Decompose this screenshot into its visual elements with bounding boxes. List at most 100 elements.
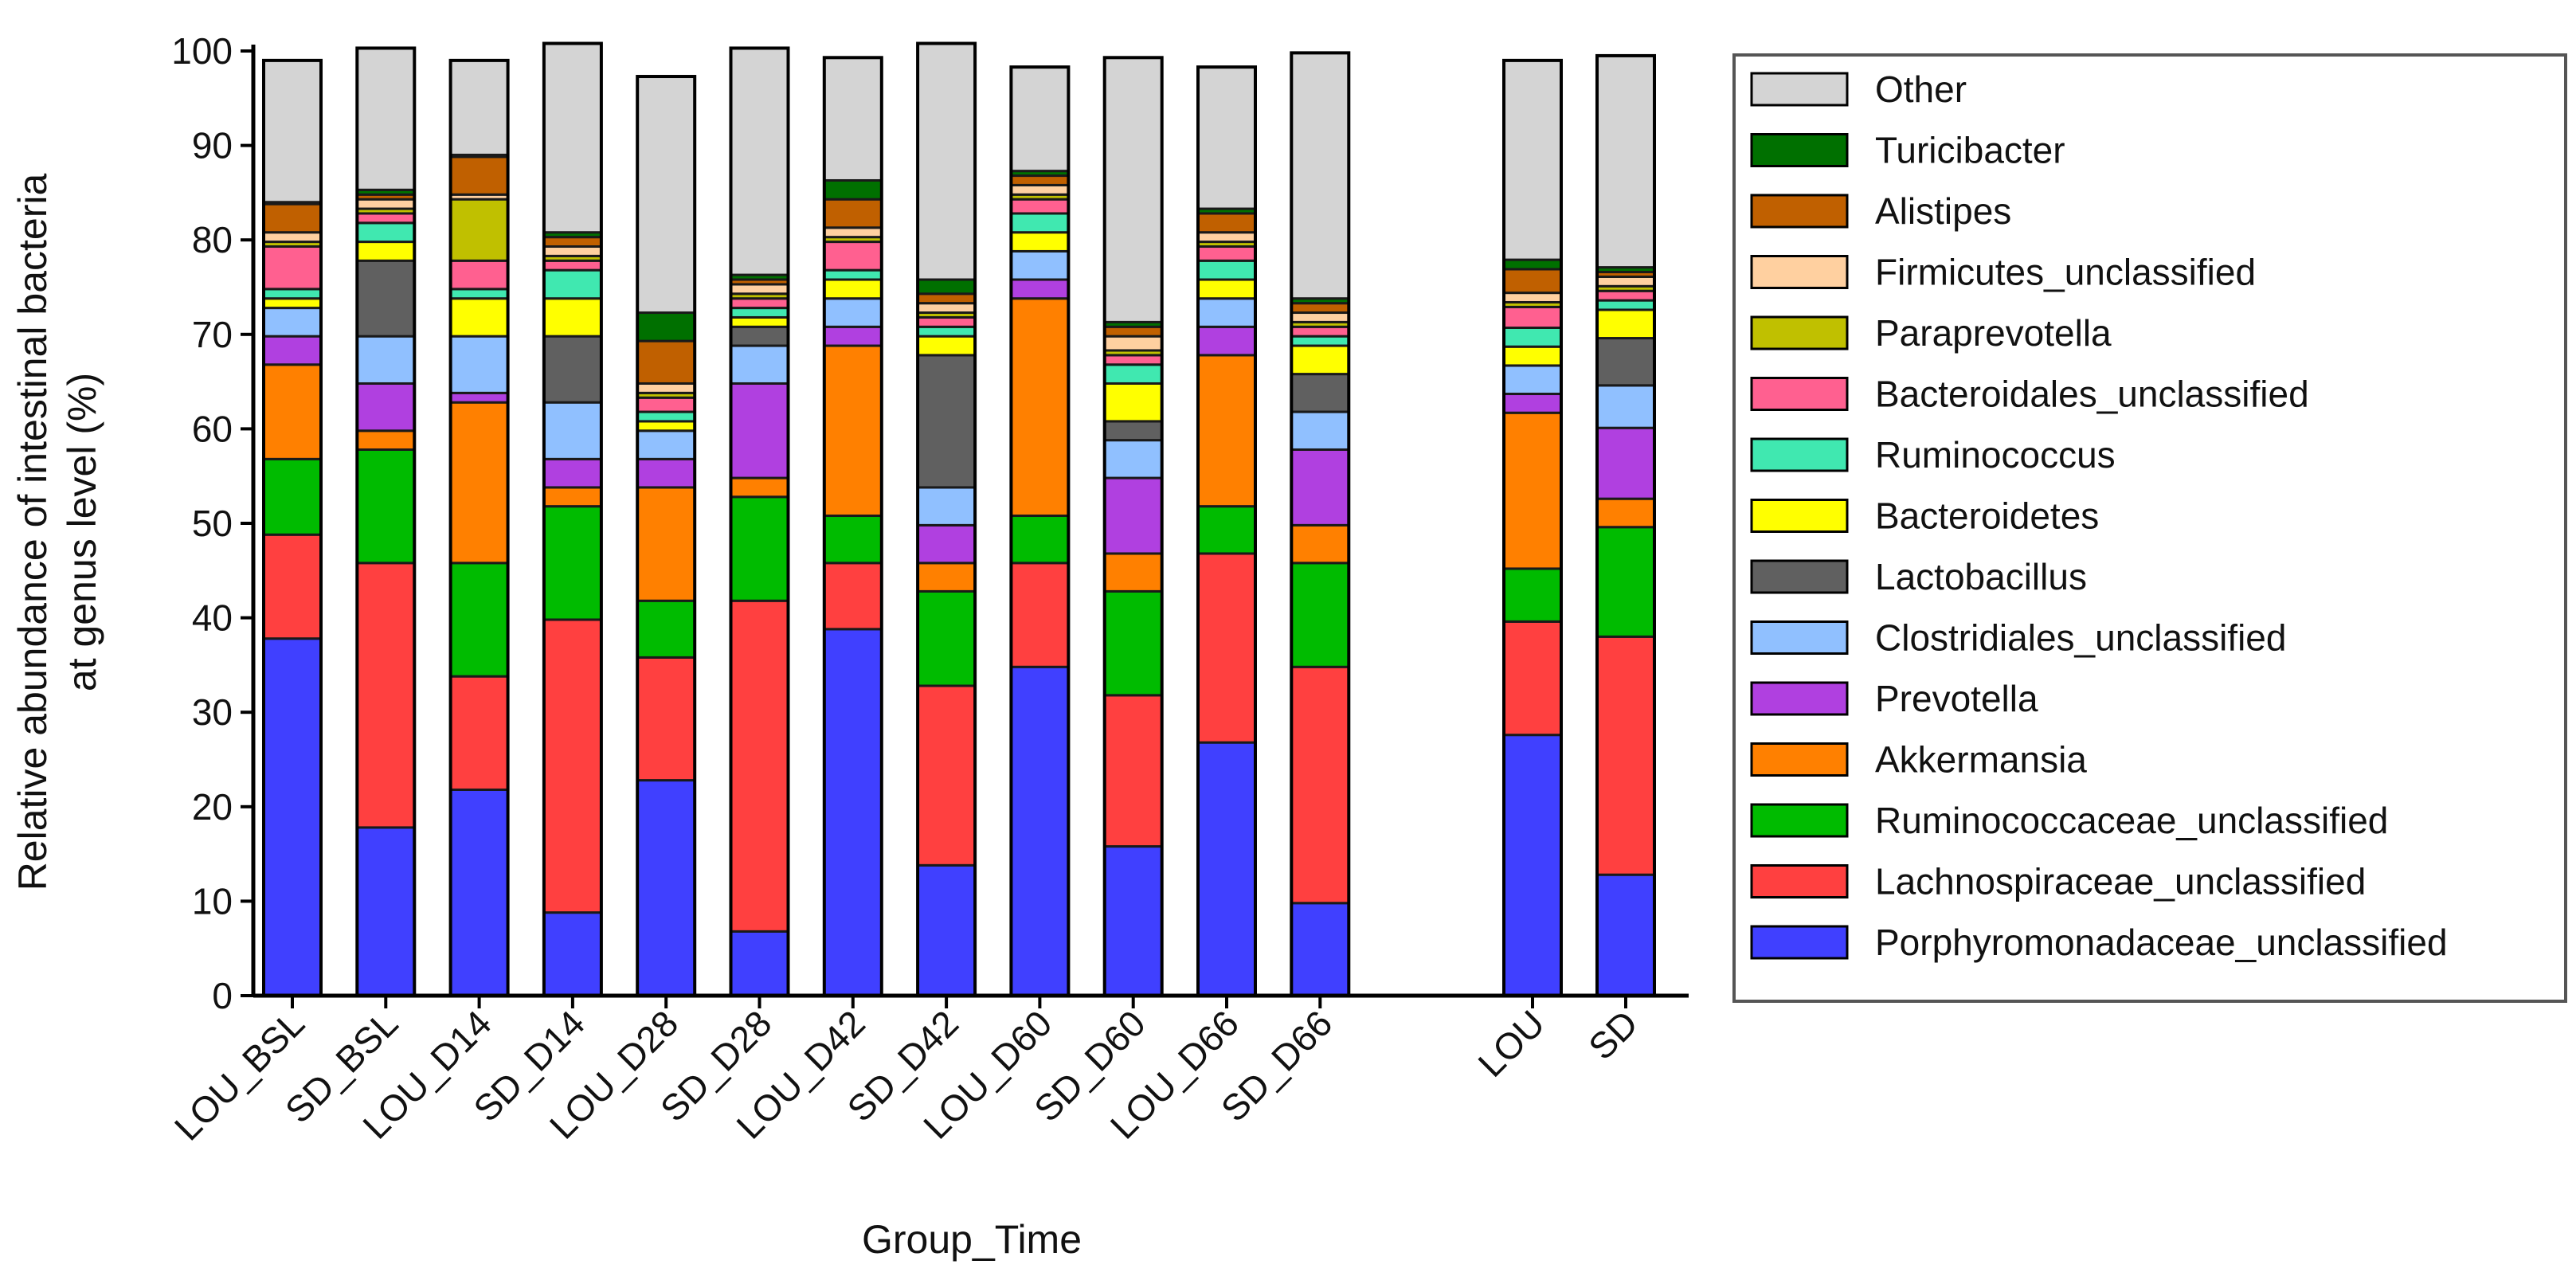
segment-sd-d28-other bbox=[730, 46, 789, 276]
legend-label-firmicutes-unclassified: Firmicutes_unclassified bbox=[1875, 252, 2256, 293]
legend-swatch-firmicutes-unclassified bbox=[1750, 255, 1849, 289]
segment-lou-bsl-other bbox=[262, 59, 323, 204]
segment-sd-d66-alistipes bbox=[1290, 302, 1350, 315]
bar-sd-d28 bbox=[729, 46, 790, 997]
segment-lou-d66-akkermansia bbox=[1196, 354, 1257, 508]
legend-item-bacteroidetes: Bacteroidetes bbox=[1750, 495, 2099, 537]
segment-sd-d42-lactobacillus bbox=[916, 354, 977, 489]
segment-sd-d66-prevotella bbox=[1290, 448, 1350, 527]
legend-label-other: Other bbox=[1875, 69, 1967, 110]
segment-lou-d28-alistipes bbox=[636, 339, 696, 385]
segment-sd-d60-firmicutes-unclassified bbox=[1103, 335, 1164, 352]
segment-lou-d42-turicibacter bbox=[823, 178, 883, 201]
legend-label-alistipes: Alistipes bbox=[1875, 190, 2011, 232]
segment-lou-bsl-porphyromonadaceae-unclassified bbox=[262, 637, 323, 997]
segment-lou-d14-clostridiales-unclassified bbox=[449, 335, 510, 394]
segment-lou-d28-ruminococcus bbox=[636, 410, 696, 423]
segment-sd-d60-ruminococcus bbox=[1103, 363, 1164, 385]
segment-sd-d14-lactobacillus bbox=[542, 335, 603, 404]
bar-sd-d60 bbox=[1102, 56, 1164, 997]
y-axis-ticks: 0 10 20 30 40 50 60 70 80 90 100 bbox=[171, 30, 253, 1016]
segment-lou-d66-other bbox=[1196, 65, 1257, 210]
segment-lou-bsl-clostridiales-unclassified bbox=[262, 307, 323, 338]
segment-lou-d42-bacteroidetes bbox=[823, 278, 883, 300]
segment-lou-ruminococcaceae-unclassified bbox=[1502, 567, 1563, 623]
segment-sd-clostridiales-unclassified bbox=[1595, 384, 1656, 429]
legend-item-porphyromonadaceae-unclassified: Porphyromonadaceae_unclassified bbox=[1750, 922, 2448, 963]
segment-sd-d42-bacteroidetes bbox=[916, 335, 977, 357]
segment-sd-d14-clostridiales-unclassified bbox=[542, 401, 603, 460]
segment-sd-bsl-bacteroidales-unclassified bbox=[355, 212, 416, 225]
legend-item-paraprevotella: Paraprevotella bbox=[1750, 312, 2112, 354]
segment-sd-d14-lachnospiraceae-unclassified bbox=[542, 618, 603, 914]
legend-label-prevotella: Prevotella bbox=[1875, 678, 2038, 719]
segment-sd-bsl-clostridiales-unclassified bbox=[355, 335, 416, 385]
segment-lou-clostridiales-unclassified bbox=[1502, 364, 1563, 396]
segment-sd-d28-ruminococcaceae-unclassified bbox=[730, 495, 789, 602]
segment-lou-d14-bacteroidetes bbox=[449, 297, 510, 338]
segment-sd-d14-ruminococcaceae-unclassified bbox=[542, 505, 603, 621]
segment-lou-firmicutes-unclassified bbox=[1502, 292, 1563, 303]
segment-sd-d42-prevotella bbox=[916, 523, 977, 565]
segment-sd-d42-ruminococcaceae-unclassified bbox=[916, 589, 977, 687]
segment-sd-d60-akkermansia bbox=[1103, 552, 1164, 593]
segment-sd-bsl-akkermansia bbox=[355, 429, 416, 451]
segment-sd-ruminococcus bbox=[1595, 299, 1656, 311]
y-tick-label-70: 70 bbox=[192, 314, 233, 355]
segment-lou-d42-alistipes bbox=[823, 198, 883, 229]
segment-sd-d66-ruminococcaceae-unclassified bbox=[1290, 562, 1350, 668]
segment-sd-d60-other bbox=[1103, 56, 1164, 323]
legend-swatch-ruminococcaceae-unclassified bbox=[1750, 803, 1849, 838]
bar-lou-d28 bbox=[636, 75, 697, 998]
segment-sd-firmicutes-unclassified bbox=[1595, 275, 1656, 288]
segment-sd-d28-bacteroidales-unclassified bbox=[730, 297, 789, 310]
segment-lou-d66-clostridiales-unclassified bbox=[1196, 297, 1257, 328]
segment-sd-d42-akkermansia bbox=[916, 562, 977, 593]
segment-sd-other bbox=[1595, 54, 1656, 269]
y-tick-label-20: 20 bbox=[192, 786, 233, 828]
segment-lou-bsl-bacteroidales-unclassified bbox=[262, 245, 323, 291]
segment-sd-ruminococcaceae-unclassified bbox=[1595, 526, 1656, 638]
y-tick-label-100: 100 bbox=[171, 30, 233, 72]
segment-lou-d60-prevotella bbox=[1009, 278, 1070, 300]
segment-sd-d14-bacteroidetes bbox=[542, 297, 603, 338]
segment-lou-d60-bacteroidetes bbox=[1009, 231, 1070, 252]
segment-sd-d28-akkermansia bbox=[730, 476, 789, 499]
legend-item-prevotella: Prevotella bbox=[1750, 678, 2038, 719]
segment-sd-d66-firmicutes-unclassified bbox=[1290, 311, 1350, 323]
segment-lou-d60-akkermansia bbox=[1009, 297, 1070, 518]
y-tick-label-80: 80 bbox=[192, 219, 233, 260]
legend-swatch-turicibacter bbox=[1750, 133, 1849, 167]
legend-item-lactobacillus: Lactobacillus bbox=[1750, 556, 2087, 597]
segment-sd-d66-lachnospiraceae-unclassified bbox=[1290, 665, 1350, 905]
segment-lou-d42-prevotella bbox=[823, 325, 883, 347]
segment-lou-prevotella bbox=[1502, 393, 1563, 414]
segment-lou-akkermansia bbox=[1502, 411, 1563, 570]
segment-sd-d42-clostridiales-unclassified bbox=[916, 486, 977, 527]
segment-lou-d42-akkermansia bbox=[823, 344, 883, 518]
segment-sd-lachnospiraceae-unclassified bbox=[1595, 635, 1656, 876]
segment-sd-d66-lactobacillus bbox=[1290, 373, 1350, 413]
segment-sd-d60-bacteroidetes bbox=[1103, 382, 1164, 423]
segment-lou-d66-ruminococcus bbox=[1196, 259, 1257, 281]
segment-lou-d42-bacteroidales-unclassified bbox=[823, 241, 883, 272]
segment-sd-d42-bacteroidales-unclassified bbox=[916, 315, 977, 328]
segment-sd-d42-lachnospiraceae-unclassified bbox=[916, 684, 977, 867]
legend-swatch-bacteroidales-unclassified bbox=[1750, 377, 1849, 411]
segment-lou-d66-lachnospiraceae-unclassified bbox=[1196, 552, 1257, 744]
segment-sd-d42-firmicutes-unclassified bbox=[916, 302, 977, 315]
y-tick-label-50: 50 bbox=[192, 503, 233, 544]
legend-label-turicibacter: Turicibacter bbox=[1875, 130, 2065, 171]
segment-sd-d14-firmicutes-unclassified bbox=[542, 245, 603, 257]
segment-sd-d14-akkermansia bbox=[542, 486, 603, 508]
segment-lou-d66-prevotella bbox=[1196, 325, 1257, 357]
segment-sd-bsl-porphyromonadaceae-unclassified bbox=[355, 826, 416, 997]
segment-sd-d14-ruminococcus bbox=[542, 268, 603, 300]
legend-swatch-alistipes bbox=[1750, 194, 1849, 229]
segment-lou-lachnospiraceae-unclassified bbox=[1502, 620, 1563, 737]
segment-lou-d14-other bbox=[449, 59, 510, 156]
segment-lou-d14-ruminococcaceae-unclassified bbox=[449, 562, 510, 678]
segment-lou-d28-other bbox=[636, 75, 696, 315]
legend-label-ruminococcaceae-unclassified: Ruminococcaceae_unclassified bbox=[1875, 800, 2388, 841]
